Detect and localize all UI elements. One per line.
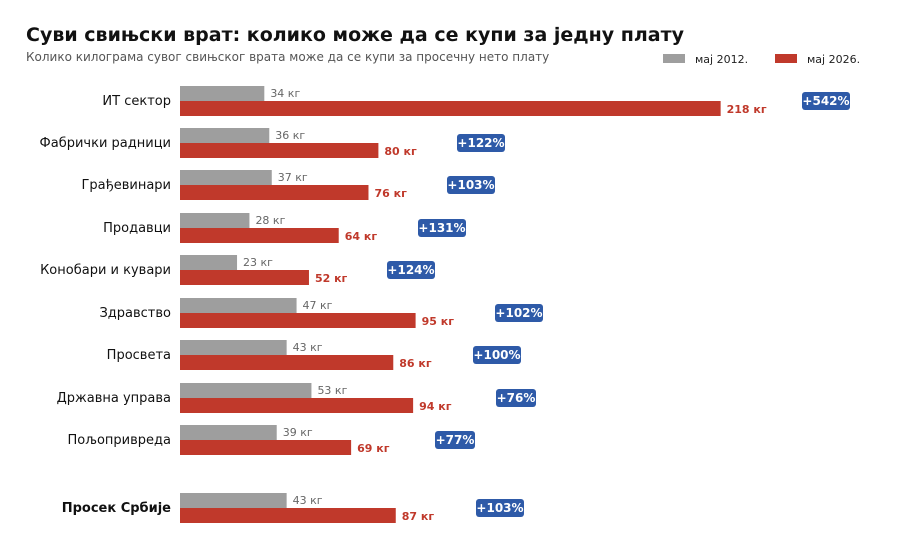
bar-2026-6 — [180, 313, 416, 328]
value-label-2026-4: 64 кг — [345, 230, 378, 243]
bar-2026-10 — [180, 508, 396, 523]
change-badge-10 — [476, 499, 524, 517]
change-badge-6 — [495, 304, 543, 322]
change-badge-label-9: +77% — [436, 433, 475, 447]
bar-2012-4 — [180, 213, 250, 228]
change-badge-label-1: +542% — [802, 94, 849, 108]
bar-2012-1 — [180, 86, 265, 101]
legend-swatch-2 — [775, 54, 797, 63]
value-label-2026-8: 94 кг — [419, 400, 452, 413]
value-label-2012-1: 34 кг — [270, 87, 300, 100]
category-label-9: Пољопривреда — [68, 433, 171, 448]
change-badge-2 — [457, 134, 505, 152]
legend-label-1: мај 2012. — [695, 53, 748, 66]
change-badge-1 — [802, 92, 850, 110]
category-label-4: Продавци — [103, 221, 171, 236]
change-badge-label-8: +76% — [497, 391, 536, 405]
bar-2026-9 — [180, 440, 352, 455]
category-label-2: Фабрички радници — [40, 136, 171, 151]
value-label-2012-10: 43 кг — [293, 494, 323, 507]
change-badge-label-10: +103% — [476, 501, 523, 515]
value-label-2012-7: 43 кг — [293, 341, 323, 354]
value-label-2026-1: 218 кг — [727, 103, 767, 116]
change-badge-3 — [447, 176, 495, 194]
change-badge-5 — [387, 261, 435, 279]
value-label-2026-9: 69 кг — [357, 442, 390, 455]
bar-2012-10 — [180, 493, 287, 508]
value-label-2012-9: 39 кг — [283, 426, 313, 439]
category-label-5: Конобари и кувари — [40, 263, 171, 278]
category-label-7: Просвета — [107, 348, 171, 363]
category-label-10: Просек Србије — [62, 501, 171, 516]
bar-2026-2 — [180, 143, 379, 158]
value-label-2026-5: 52 кг — [315, 272, 348, 285]
value-label-2012-3: 37 кг — [278, 171, 308, 184]
change-badge-label-5: +124% — [387, 263, 434, 277]
category-label-6: Здравство — [99, 306, 171, 321]
bar-2026-4 — [180, 228, 339, 243]
chart-subtitle: Колико килограма сувог свињског врата мо… — [26, 50, 550, 64]
change-badge-label-3: +103% — [447, 178, 494, 192]
change-badge-4 — [418, 219, 466, 237]
bar-2012-5 — [180, 255, 238, 270]
value-label-2012-6: 47 кг — [303, 299, 333, 312]
change-badge-9 — [435, 431, 475, 449]
value-label-2026-2: 80 кг — [384, 145, 417, 158]
change-badge-label-7: +100% — [473, 348, 520, 362]
bar-2012-2 — [180, 128, 270, 143]
bar-2026-3 — [180, 185, 369, 200]
bar-2026-1 — [180, 101, 721, 116]
legend-label-2: мај 2026. — [807, 53, 860, 66]
change-badge-label-6: +102% — [495, 306, 542, 320]
value-label-2012-2: 36 кг — [275, 129, 305, 142]
value-label-2026-3: 76 кг — [374, 187, 407, 200]
category-label-3: Грађевинари — [81, 178, 171, 193]
change-badge-label-4: +131% — [418, 221, 465, 235]
value-label-2026-7: 86 кг — [399, 357, 432, 370]
change-badge-7 — [473, 346, 521, 364]
value-label-2026-10: 87 кг — [402, 510, 435, 523]
category-label-8: Државна управа — [57, 391, 171, 406]
bar-2026-5 — [180, 270, 309, 285]
bar-2012-9 — [180, 425, 277, 440]
bar-2026-8 — [180, 398, 414, 413]
change-badge-label-2: +122% — [457, 136, 504, 150]
bar-2012-6 — [180, 298, 297, 313]
bar-2026-7 — [180, 355, 394, 370]
chart-title: Суви свињски врат: колико може да се куп… — [26, 24, 685, 46]
bar-2012-7 — [180, 340, 287, 355]
change-badge-8 — [496, 389, 536, 407]
category-label-1: ИТ сектор — [102, 94, 171, 109]
bar-2012-3 — [180, 170, 272, 185]
value-label-2012-8: 53 кг — [317, 384, 347, 397]
value-label-2012-4: 28 кг — [255, 214, 285, 227]
legend-swatch-1 — [663, 54, 685, 63]
value-label-2012-5: 23 кг — [243, 256, 273, 269]
value-label-2026-6: 95 кг — [422, 315, 455, 328]
bar-2012-8 — [180, 383, 312, 398]
